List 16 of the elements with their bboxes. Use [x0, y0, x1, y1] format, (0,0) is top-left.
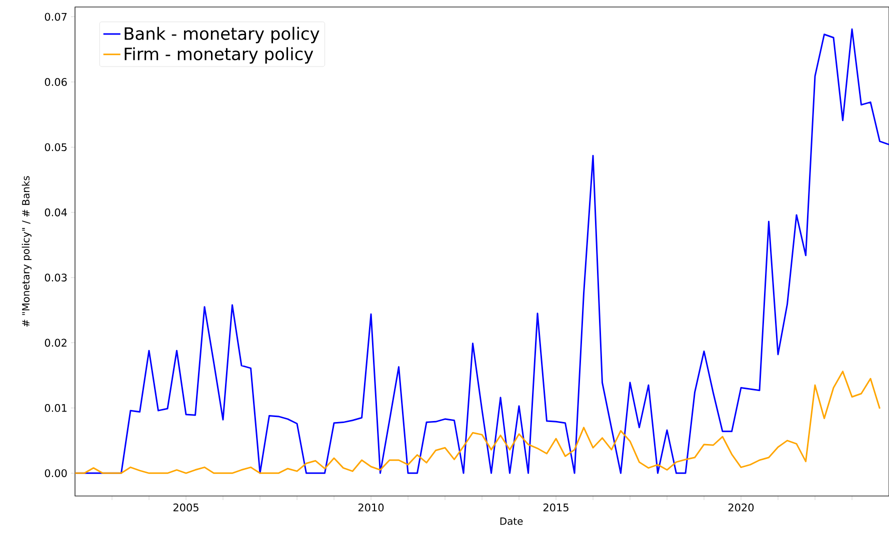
legend-label: Bank - monetary policy — [124, 26, 320, 44]
y-tick-label: 0.02 — [44, 338, 66, 347]
y-tick-label: 0.01 — [44, 404, 67, 412]
y-tick-label: 0.03 — [44, 274, 67, 282]
y-tick-label: 0.06 — [44, 78, 67, 86]
y-tick-label: 0.04 — [44, 208, 67, 216]
y-tick-label: 0.07 — [44, 12, 67, 21]
y-tick-label: 0.05 — [44, 143, 67, 152]
y-tick-label: 0.00 — [44, 469, 67, 478]
x-tick-label: 2010 — [358, 504, 384, 512]
y-axis-title: # "Monetary policy" / # Banks — [22, 176, 32, 327]
x-tick-label: 2005 — [173, 504, 198, 512]
x-axis-title: Date — [500, 518, 523, 525]
x-tick-label: 2015 — [543, 504, 568, 512]
legend-label: Firm - monetary policy — [124, 47, 314, 64]
x-tick-label: 2020 — [728, 504, 754, 512]
